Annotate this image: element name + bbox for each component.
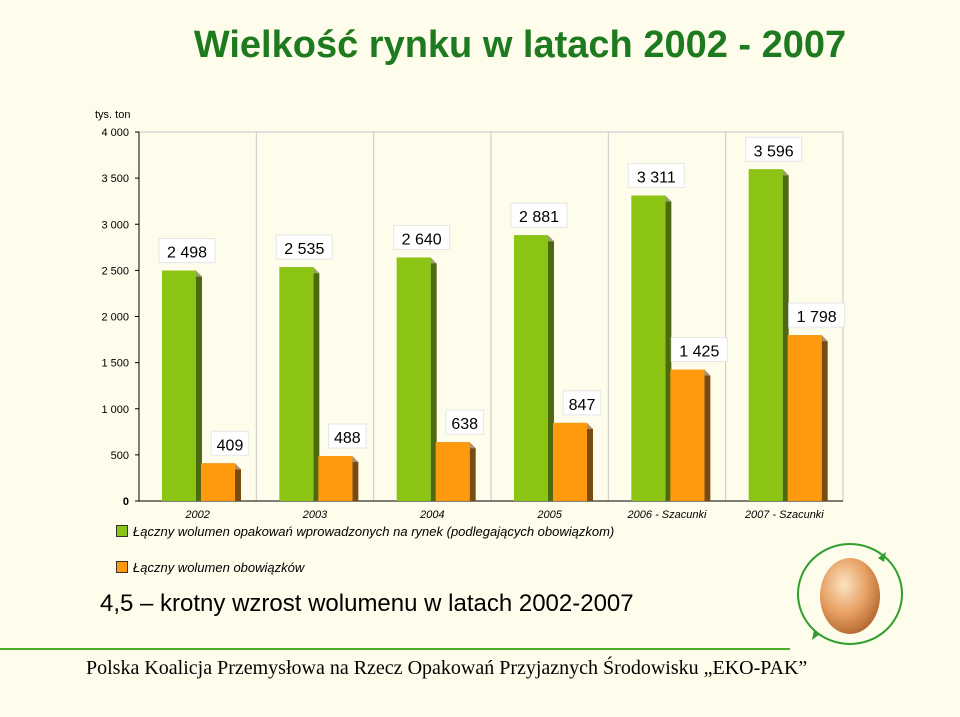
data-label-series1: 2 498	[167, 245, 207, 262]
x-tick-label: 2006 - Szacunki	[627, 509, 707, 521]
data-label-series1: 3 596	[754, 143, 794, 160]
bar-series1	[279, 267, 314, 501]
data-label-series2-box	[328, 423, 367, 449]
bar-series1	[396, 257, 431, 501]
chart-legend: Łączny wolumen opakowań wprowadzonych na…	[116, 523, 614, 595]
data-label-series1-box	[393, 224, 451, 250]
data-label-series2: 1 798	[797, 309, 837, 326]
bar-series2	[670, 369, 705, 501]
y-tick-label: 2 000	[101, 312, 129, 324]
bar-series1-side	[430, 263, 437, 501]
legend-entry-series1: Łączny wolumen opakowań wprowadzonych na…	[116, 523, 614, 539]
data-label-series2: 638	[451, 416, 478, 433]
data-label-series1: 2 881	[519, 209, 559, 226]
data-label-series2-box	[445, 409, 484, 435]
bar-series2-side	[469, 448, 476, 501]
bar-series1-side	[196, 276, 202, 501]
data-label-series2: 847	[569, 397, 596, 414]
legend-label-series1: Łączny wolumen opakowań wprowadzonych na…	[133, 523, 615, 539]
bar-series2-side	[821, 341, 828, 501]
page-title: Wielkość rynku w latach 2002 - 2007	[193, 24, 847, 66]
bar-series1	[162, 270, 196, 501]
bar-series2	[201, 463, 235, 501]
y-tick-label: 3 000	[101, 219, 129, 231]
egg-logo-icon	[797, 543, 903, 645]
x-tick-label: 2002	[184, 509, 209, 521]
data-label-series2: 488	[334, 430, 361, 447]
y-tick-label: 500	[111, 450, 129, 462]
x-tick-label: 2003	[302, 509, 328, 521]
bar-series2	[318, 455, 353, 501]
bar-series1	[514, 235, 548, 501]
legend-entry-series2: Łączny wolumen obowiązków	[116, 559, 614, 575]
headline-text: 4,5 – krotny wzrost wolumenu w latach 20…	[100, 590, 634, 617]
data-label-series2-box	[670, 337, 728, 363]
data-label-series1-box	[275, 234, 333, 260]
y-unit-label: tys. ton	[95, 109, 130, 121]
data-label-series2: 409	[217, 437, 244, 454]
y-tick-label: 1 500	[101, 358, 129, 370]
bar-series2-side	[352, 461, 359, 501]
footer-text: Polska Koalicja Przemysłowa na Rzecz Opa…	[86, 657, 808, 679]
bar-series1	[748, 169, 783, 502]
legend-swatch-series2	[116, 561, 128, 573]
bar-series2	[787, 335, 822, 501]
data-label-series2-box	[788, 302, 846, 328]
data-label-series2-box	[210, 430, 250, 456]
data-label-series2: 1 425	[679, 344, 719, 361]
bar-series1-side	[665, 201, 672, 502]
data-label-series1-box	[745, 136, 803, 162]
data-label-series2-box	[562, 390, 602, 416]
legend-label-series2: Łączny wolumen obowiązków	[133, 559, 305, 575]
y-tick-label: 1 000	[101, 404, 129, 416]
bar-series1-side	[782, 175, 789, 502]
bar-series2-side	[704, 375, 711, 501]
bar-series2-side	[587, 428, 593, 501]
y-tick-label: 0	[123, 496, 129, 508]
y-tick-label: 4 000	[101, 127, 129, 139]
data-label-series1-box	[627, 163, 685, 189]
data-label-series1: 3 311	[637, 170, 676, 187]
bar-series2-side	[235, 469, 241, 501]
data-label-series1: 2 640	[402, 231, 442, 248]
data-label-series1-box	[510, 202, 568, 228]
bar-series1	[631, 195, 666, 502]
data-label-series1: 2 535	[284, 241, 324, 258]
x-tick-label: 2004	[419, 509, 444, 521]
footer-divider	[0, 648, 790, 650]
x-tick-label: 2007 - Szacunki	[744, 509, 824, 521]
bar-series1-side	[548, 241, 554, 501]
x-tick-label: 2005	[536, 509, 562, 521]
legend-swatch-series1	[116, 525, 128, 537]
data-label-series1-box	[158, 238, 216, 264]
bar-series2	[553, 422, 587, 501]
bar-series2	[435, 442, 470, 501]
y-tick-label: 3 500	[101, 173, 129, 185]
bar-series1-side	[313, 273, 320, 501]
y-tick-label: 2 500	[101, 265, 129, 277]
